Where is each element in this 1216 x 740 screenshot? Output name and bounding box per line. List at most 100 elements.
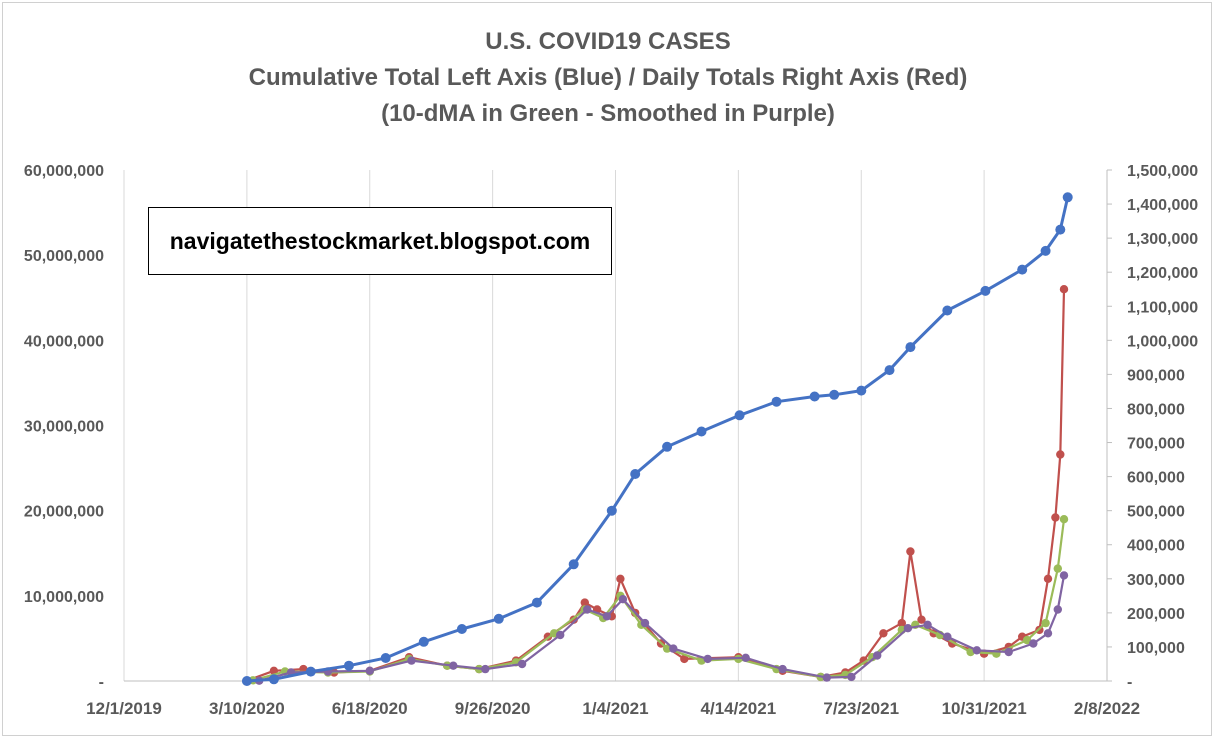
cumulative-series-point [630,469,641,479]
smoothed-series-point [640,618,650,628]
cumulative-series [241,192,1073,686]
x-tick-label: 7/23/2021 [823,699,899,718]
left-tick-label: - [99,674,104,691]
cumulative-series-point [809,391,820,402]
cumulative-series-point [942,305,953,316]
cumulative-series-point [493,613,504,624]
smoothed-series-point [602,612,612,621]
x-tick-label: 4/14/2021 [701,699,777,718]
smoothed-series-point [822,673,831,682]
cumulative-series-point [1055,224,1066,235]
x-tick-label: 6/18/2020 [332,699,408,718]
right-tick-label: 500,000 [1127,504,1185,521]
left-axis-tick-labels: - 10,000,000 20,000,000 30,000,000 40,000,00… [24,163,104,691]
smoothed-series-point [873,651,882,660]
cumulative-series-point [418,636,429,647]
smoothed-series-point [778,664,787,674]
blog-url-annotation: navigatethestockmarket.blogspot.com [148,207,612,275]
x-tick-label: 9/26/2020 [455,699,531,718]
left-tick-label: 50,000,000 [24,248,104,265]
cumulative-series-point [1062,192,1073,203]
smoothed-series-point [847,672,856,682]
right-tick-label: 200,000 [1127,606,1185,623]
right-tick-label: 1,500,000 [1127,163,1198,180]
left-tick-label: 30,000,000 [24,419,104,436]
ten-day-ma-series-point [1022,635,1032,645]
smoothed-series-point [449,661,458,670]
smoothed-series-point [583,605,592,614]
x-axis-tick-labels: 12/1/2019 3/10/2020 6/18/2020 9/26/2020 1/4/… [86,699,1140,718]
ten-day-ma-series-point [1059,515,1069,524]
left-tick-label: 10,000,000 [24,589,104,606]
x-tick-label: 12/1/2019 [86,699,162,718]
right-tick-label: 300,000 [1127,572,1185,589]
cumulative-series-point [884,365,895,376]
axes [124,170,1108,682]
daily-series [242,285,1069,685]
cumulative-series-point [856,385,867,396]
smoothed-series-point [669,644,678,653]
ten-day-ma-series-point [1053,564,1063,573]
cumulative-series-point [1040,245,1051,256]
smoothed-series-point [972,646,981,655]
cumulative-series-point [905,342,916,353]
smoothed-series-point [903,624,913,633]
daily-series-point [906,547,915,556]
cumulative-series-point [1017,264,1028,275]
right-tick-label: - [1127,674,1132,691]
left-tick-label: 40,000,000 [24,333,104,350]
right-tick-label: 400,000 [1127,538,1185,555]
daily-series-point [917,615,926,624]
smoothed-series-line [258,575,1066,682]
cumulative-series-point [343,660,354,671]
right-tick-label: 1,400,000 [1127,197,1198,214]
x-tick-label: 3/10/2020 [209,699,285,718]
smoothed-series-point [703,654,712,664]
daily-series-point [1059,285,1069,294]
smoothed-series-point [1043,629,1053,638]
ten-day-ma-series-point [1041,618,1050,628]
x-tick-label: 10/31/2021 [942,699,1027,718]
cumulative-series-point [734,410,745,421]
smoothed-series-point [618,595,628,604]
right-tick-label: 800,000 [1127,401,1185,418]
cumulative-series-point [771,396,782,407]
smoothed-series-point [517,659,527,669]
right-tick-label: 1,000,000 [1127,333,1198,350]
cumulative-series-point [980,285,991,296]
ten-day-ma-series-line [252,519,1066,682]
smoothed-series-point [1053,605,1063,614]
cumulative-series-point [531,597,542,608]
smoothed-series-point [556,630,565,640]
cumulative-series-point [606,505,617,516]
left-tick-label: 20,000,000 [24,504,104,521]
ten-day-ma-series-point [662,644,672,653]
smoothed-series-point [407,656,416,665]
right-tick-label: 600,000 [1127,470,1185,487]
right-tick-label: 700,000 [1127,436,1185,453]
daily-series-point [616,574,625,583]
chart-subtitle-1: Cumulative Total Left Axis (Blue) / Dail… [248,64,968,91]
cumulative-series-point [662,441,673,452]
right-tick-label: 900,000 [1127,367,1185,384]
daily-series-point [680,654,689,664]
cumulative-series-point [829,389,840,400]
daily-series-point [897,618,906,628]
right-tick-label: 1,200,000 [1127,265,1198,282]
smoothed-series-point [1004,647,1013,657]
series-layer [241,192,1073,686]
smoothed-series-point [481,664,490,674]
ten-day-ma-series [248,515,1069,685]
cumulative-series-point [456,624,467,634]
daily-series-point [1056,450,1065,459]
x-tick-label: 1/4/2021 [582,699,648,718]
smoothed-series-point [1029,639,1038,648]
smoothed-series-point [741,653,750,662]
daily-series-point [580,598,589,607]
right-tick-label: 1,100,000 [1127,299,1198,316]
x-tick-label: 2/8/2022 [1074,699,1140,718]
daily-series-point [879,629,888,638]
cumulative-series-point [268,674,279,685]
